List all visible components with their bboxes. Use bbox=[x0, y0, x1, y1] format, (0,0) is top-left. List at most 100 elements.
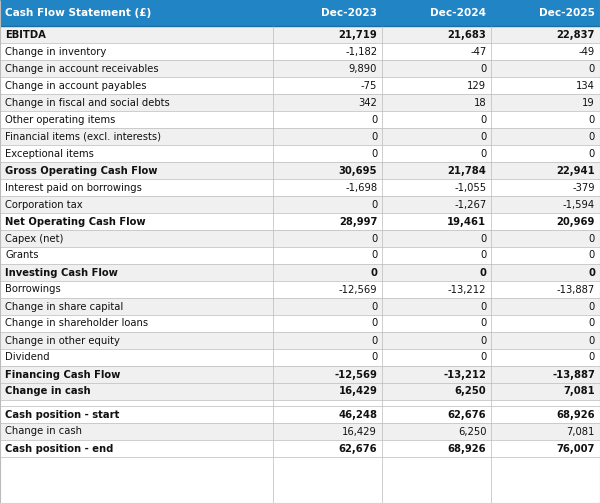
Bar bbox=[0, 77, 273, 94]
Bar bbox=[382, 179, 491, 196]
Text: -12,569: -12,569 bbox=[334, 370, 377, 379]
Bar bbox=[273, 366, 382, 383]
Bar bbox=[273, 423, 382, 440]
Bar bbox=[0, 94, 273, 111]
Text: 0: 0 bbox=[589, 301, 595, 311]
Text: 0: 0 bbox=[480, 301, 487, 311]
Text: 0: 0 bbox=[480, 115, 487, 125]
Bar bbox=[0, 111, 273, 128]
Text: 21,719: 21,719 bbox=[338, 30, 377, 40]
Bar bbox=[491, 162, 600, 179]
Bar bbox=[382, 196, 491, 213]
Bar bbox=[273, 281, 382, 298]
Bar bbox=[273, 179, 382, 196]
Bar bbox=[273, 145, 382, 162]
Bar bbox=[0, 349, 273, 366]
Text: Change in fiscal and social debts: Change in fiscal and social debts bbox=[5, 98, 170, 108]
Text: Cash position - end: Cash position - end bbox=[5, 444, 113, 454]
Text: -13,212: -13,212 bbox=[443, 370, 487, 379]
Text: 16,429: 16,429 bbox=[343, 427, 377, 437]
Bar bbox=[273, 230, 382, 247]
Text: 0: 0 bbox=[480, 63, 487, 73]
Bar bbox=[382, 94, 491, 111]
Text: Dec-2024: Dec-2024 bbox=[430, 8, 487, 18]
Text: 0: 0 bbox=[371, 131, 377, 141]
Text: Other operating items: Other operating items bbox=[5, 115, 115, 125]
Bar bbox=[273, 383, 382, 400]
Bar bbox=[382, 400, 491, 406]
Text: 0: 0 bbox=[589, 336, 595, 346]
Text: EBITDA: EBITDA bbox=[5, 30, 46, 40]
Text: 0: 0 bbox=[480, 131, 487, 141]
Text: Borrowings: Borrowings bbox=[5, 285, 61, 294]
Text: 0: 0 bbox=[371, 336, 377, 346]
Text: 0: 0 bbox=[589, 318, 595, 328]
Bar bbox=[382, 162, 491, 179]
Text: -1,055: -1,055 bbox=[454, 183, 487, 193]
Text: 0: 0 bbox=[480, 148, 487, 158]
Text: -1,267: -1,267 bbox=[454, 200, 487, 210]
Text: -13,212: -13,212 bbox=[448, 285, 487, 294]
Bar bbox=[273, 94, 382, 111]
Bar bbox=[491, 406, 600, 423]
Bar bbox=[491, 400, 600, 406]
Bar bbox=[382, 440, 491, 457]
Bar bbox=[273, 0, 382, 26]
Bar bbox=[273, 196, 382, 213]
Text: Exceptional items: Exceptional items bbox=[5, 148, 94, 158]
Text: 19,461: 19,461 bbox=[447, 216, 487, 226]
Text: 28,997: 28,997 bbox=[339, 216, 377, 226]
Text: 20,969: 20,969 bbox=[557, 216, 595, 226]
Text: -47: -47 bbox=[470, 46, 487, 56]
Text: 46,248: 46,248 bbox=[338, 409, 377, 420]
Bar bbox=[382, 77, 491, 94]
Bar bbox=[491, 43, 600, 60]
Text: 7,081: 7,081 bbox=[563, 386, 595, 396]
Text: 0: 0 bbox=[589, 115, 595, 125]
Text: 0: 0 bbox=[480, 233, 487, 243]
Bar bbox=[0, 440, 273, 457]
Text: Change in account receivables: Change in account receivables bbox=[5, 63, 158, 73]
Bar bbox=[0, 0, 273, 26]
Bar bbox=[382, 383, 491, 400]
Text: Change in cash: Change in cash bbox=[5, 427, 82, 437]
Bar bbox=[0, 26, 273, 43]
Text: 0: 0 bbox=[589, 353, 595, 363]
Bar bbox=[382, 298, 491, 315]
Text: 19: 19 bbox=[582, 98, 595, 108]
Bar bbox=[382, 332, 491, 349]
Bar bbox=[0, 162, 273, 179]
Text: Capex (net): Capex (net) bbox=[5, 233, 64, 243]
Bar bbox=[0, 366, 273, 383]
Text: 22,837: 22,837 bbox=[557, 30, 595, 40]
Bar bbox=[491, 111, 600, 128]
Bar bbox=[491, 26, 600, 43]
Bar bbox=[382, 406, 491, 423]
Text: Interest paid on borrowings: Interest paid on borrowings bbox=[5, 183, 142, 193]
Bar bbox=[382, 281, 491, 298]
Bar bbox=[0, 196, 273, 213]
Text: 0: 0 bbox=[589, 131, 595, 141]
Bar bbox=[491, 440, 600, 457]
Bar bbox=[491, 145, 600, 162]
Bar bbox=[0, 128, 273, 145]
Text: 134: 134 bbox=[576, 80, 595, 91]
Text: -1,698: -1,698 bbox=[345, 183, 377, 193]
Text: 9,890: 9,890 bbox=[349, 63, 377, 73]
Bar bbox=[491, 94, 600, 111]
Text: 0: 0 bbox=[589, 63, 595, 73]
Text: 0: 0 bbox=[588, 268, 595, 278]
Text: 62,676: 62,676 bbox=[448, 409, 487, 420]
Bar bbox=[382, 26, 491, 43]
Text: -13,887: -13,887 bbox=[557, 285, 595, 294]
Bar bbox=[382, 111, 491, 128]
Text: 0: 0 bbox=[371, 353, 377, 363]
Bar bbox=[0, 145, 273, 162]
Text: -1,594: -1,594 bbox=[563, 200, 595, 210]
Text: 342: 342 bbox=[358, 98, 377, 108]
Text: -12,569: -12,569 bbox=[338, 285, 377, 294]
Bar bbox=[0, 213, 273, 230]
Bar bbox=[273, 26, 382, 43]
Bar bbox=[491, 315, 600, 332]
Bar bbox=[382, 315, 491, 332]
